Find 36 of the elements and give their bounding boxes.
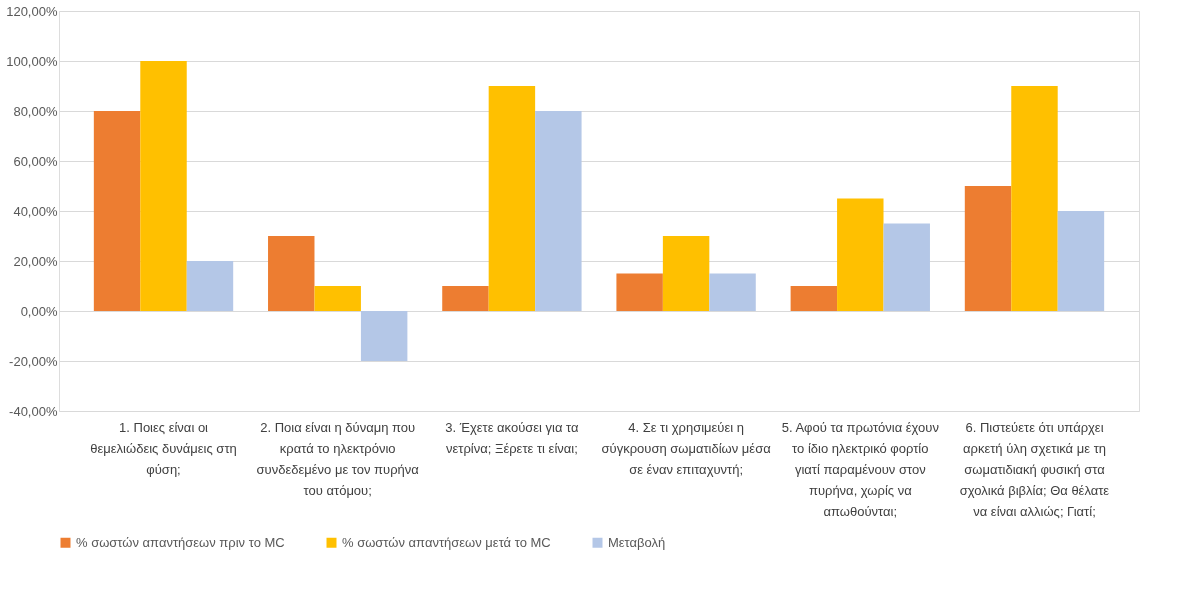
bar xyxy=(616,273,663,311)
x-tick-label: 6. Πιστεύετε ότι υπάρχει αρκετή ύλη σχετικά με τη σωματιδιακή φυσική στα σχολικά βιβλία; Θα θέλατε να είναι αλλιώς; Γιατί; xyxy=(959,419,1110,519)
bar xyxy=(93,111,141,311)
bar xyxy=(709,273,756,311)
legend-label: Μεταβολή xyxy=(608,534,666,550)
y-tick-label: 100,00% xyxy=(6,53,58,69)
y-tick-label: 20,00% xyxy=(13,253,58,269)
y-tick-label: -40,00% xyxy=(9,403,58,419)
bar xyxy=(535,111,582,311)
legend-label: % σωστών απαντήσεων μετά το MC xyxy=(342,534,551,550)
bar xyxy=(488,86,536,311)
bar xyxy=(1011,86,1058,311)
bar xyxy=(790,286,838,311)
x-tick-label: 3. Έχετε ακούσει για τα νετρίνα; Ξέρετε τι είναι; xyxy=(445,419,580,456)
bar xyxy=(662,236,710,311)
bar xyxy=(314,286,361,311)
x-tick-label: 2. Ποια είναι η δύναμη που κρατά το ηλεκτρόνιο συνδεδεμένο με τον πυρήνα του ατόμου; xyxy=(256,419,420,498)
y-tick-label: -20,00% xyxy=(9,353,58,369)
bar xyxy=(268,236,315,311)
bar xyxy=(186,261,234,311)
y-tick-label: 120,00% xyxy=(6,3,58,19)
bar xyxy=(442,286,489,311)
bar xyxy=(964,186,1012,311)
x-tick-label: 4. Σε τι χρησιμεύει η σύγκρουση σωματιδίων μέσα σε έναν επιταχυντή; xyxy=(601,419,772,477)
bar xyxy=(140,61,187,311)
y-tick-label: 80,00% xyxy=(13,103,58,119)
bar xyxy=(1057,211,1105,311)
legend-label: % σωστών απαντήσεων πριν το MC xyxy=(76,534,285,550)
bar xyxy=(883,223,930,311)
x-tick-label: 5. Αφού τα πρωτόνια έχουν το ίδιο ηλεκτρικό φορτίο γιατί παραμένουν στον πυρήνα, χωρίς να απωθούνται; xyxy=(781,419,939,519)
y-tick-label: 0,00% xyxy=(20,303,58,319)
y-tick-label: 60,00% xyxy=(13,153,58,169)
y-tick-label: 40,00% xyxy=(13,203,58,219)
bar xyxy=(360,311,408,361)
bar xyxy=(837,198,884,311)
x-tick-label: 1. Ποιες είναι οι θεμελιώδεις δυνάμεις στη φύση; xyxy=(90,419,237,477)
